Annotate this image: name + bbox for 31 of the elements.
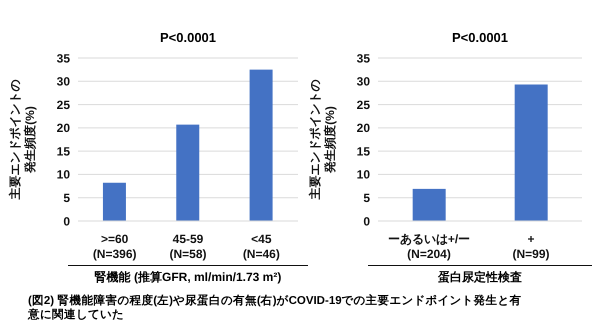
text: (図2) 腎機能障害の程度(左)や尿蛋白の有無(右)がCOVID-19での主要エンドポイント発生と有意に関連していた	[28, 294, 523, 322]
y-tick-label: 5	[363, 190, 370, 205]
y-tick-label: 20	[56, 121, 70, 136]
bar	[102, 182, 126, 221]
y-tick-label: 35	[56, 51, 70, 66]
y-tick-label: 25	[56, 98, 70, 112]
x-tick-label: <45 (N=46)	[242, 232, 280, 261]
y-tick-label: 15	[356, 144, 370, 158]
chart-title: P<0.0001	[450, 30, 510, 47]
x-tick-label: >=60 (N=396)	[92, 232, 137, 261]
x-tick-label: ーあるいは+/ー (N=204)	[388, 232, 470, 261]
y-tick-label: 15	[56, 144, 70, 158]
y-axis-title: 主要エンドポイントの発生頻度(%)	[308, 80, 337, 200]
y-tick-label: 5	[63, 190, 70, 205]
bar	[176, 124, 200, 221]
x-axis-title: 蛋白尿定性検査	[368, 265, 592, 286]
y-axis-title: 主要エンドポイントの発生頻度(%)	[8, 80, 37, 200]
y-tick-label: 0	[63, 214, 70, 228]
chart-title: P<0.0001	[158, 30, 218, 47]
y-tick-label: 20	[356, 121, 370, 136]
y-tick-label: 10	[356, 168, 370, 182]
y-tick-label: 10	[56, 168, 70, 182]
x-axis-title: 腎機能 (推算GFR, ml/min/1.73 m²)	[68, 265, 308, 286]
bar	[250, 70, 273, 221]
x-tick-label: 45-59 (N=58)	[169, 232, 207, 261]
y-tick-label: 35	[356, 51, 370, 66]
y-tick-label: 25	[356, 98, 370, 112]
y-tick-label: 0	[363, 214, 370, 228]
y-tick-label: 30	[56, 74, 70, 89]
x-tick-label: + (N=99)	[512, 232, 550, 261]
y-tick-label: 30	[356, 74, 370, 89]
